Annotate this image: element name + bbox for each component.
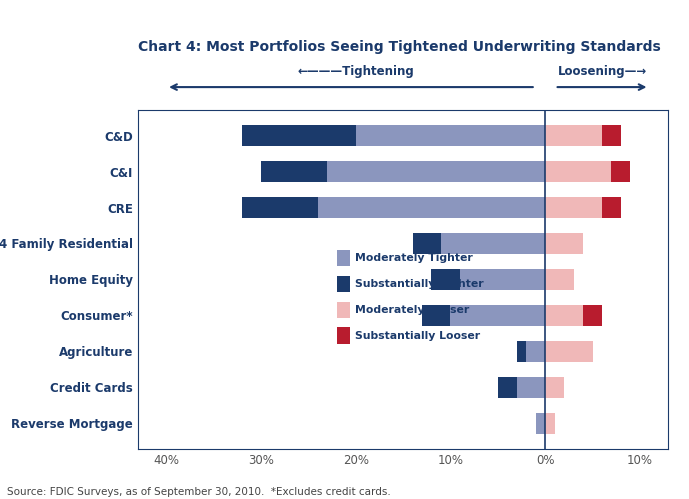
Bar — [356, 125, 545, 146]
Bar — [337, 250, 350, 266]
Bar — [242, 125, 356, 146]
Bar — [441, 233, 545, 254]
Bar — [413, 233, 441, 254]
Bar — [545, 413, 555, 434]
Bar — [318, 197, 545, 218]
Bar — [545, 377, 564, 398]
Bar — [431, 269, 460, 290]
Text: Chart 4: Most Portfolios Seeing Tightened Underwriting Standards: Chart 4: Most Portfolios Seeing Tightene… — [138, 40, 661, 54]
Bar — [460, 269, 545, 290]
Text: ←———Tightening: ←———Tightening — [298, 65, 414, 78]
Bar — [602, 125, 621, 146]
Bar — [337, 301, 350, 318]
Bar — [517, 377, 545, 398]
Text: Substantially Looser: Substantially Looser — [355, 330, 480, 340]
Bar — [545, 125, 602, 146]
Text: Moderately Tighter: Moderately Tighter — [355, 253, 473, 263]
Text: Substantially Tighter: Substantially Tighter — [355, 279, 484, 289]
Bar — [545, 197, 602, 218]
Text: Moderately Looser: Moderately Looser — [355, 305, 469, 315]
Bar — [261, 161, 327, 182]
Bar — [526, 341, 545, 362]
Bar — [497, 377, 517, 398]
Bar — [611, 161, 630, 182]
Bar — [545, 341, 593, 362]
Bar — [242, 197, 318, 218]
Bar — [451, 305, 545, 326]
Bar — [517, 341, 526, 362]
Bar — [535, 413, 545, 434]
Text: Loosening—→: Loosening—→ — [557, 65, 647, 78]
Text: Source: FDIC Surveys, as of September 30, 2010.  *Excludes credit cards.: Source: FDIC Surveys, as of September 30… — [7, 487, 391, 497]
Bar — [337, 275, 350, 292]
Bar — [545, 305, 583, 326]
Bar — [545, 161, 611, 182]
Bar — [583, 305, 602, 326]
Bar — [327, 161, 545, 182]
Bar — [337, 327, 350, 344]
Bar — [545, 269, 573, 290]
Bar — [545, 233, 583, 254]
Bar — [422, 305, 451, 326]
Bar — [602, 197, 621, 218]
